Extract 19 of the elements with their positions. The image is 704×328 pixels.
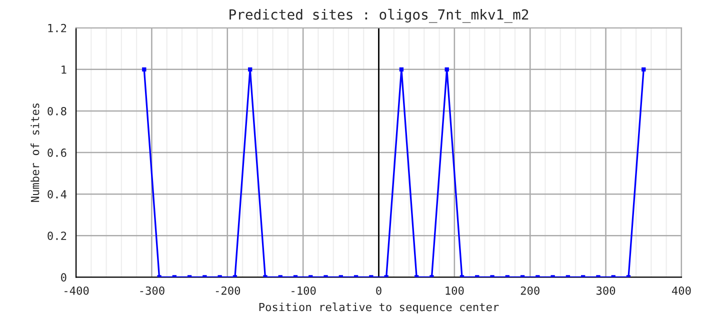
chart-title: Predicted sites : oligos_7nt_mkv1_m2: [230, 8, 528, 23]
y-tick-label: 0.8: [48, 106, 66, 116]
x-tick-label: 0: [376, 286, 382, 295]
x-tick-label: -300: [140, 286, 164, 295]
y-axis-title: Number of sites: [30, 103, 40, 202]
y-tick-label: 0: [61, 273, 66, 282]
x-tick-label: -200: [216, 286, 240, 295]
x-tick-label: 100: [446, 286, 464, 295]
y-tick-label: 0.6: [48, 148, 66, 157]
x-tick-label: 300: [596, 286, 616, 295]
x-tick-label: -100: [292, 286, 316, 295]
y-tick-label: 0.2: [48, 232, 66, 240]
x-axis-title: Position relative to sequence center: [259, 302, 499, 314]
x-tick-label: 400: [672, 286, 691, 295]
y-tick-label: 1: [62, 66, 66, 74]
x-tick-label: -400: [64, 286, 89, 295]
x-tick-label: 200: [520, 286, 540, 295]
y-tick-label: 0.4: [48, 190, 66, 198]
y-tick-label: 1.2: [48, 24, 66, 32]
